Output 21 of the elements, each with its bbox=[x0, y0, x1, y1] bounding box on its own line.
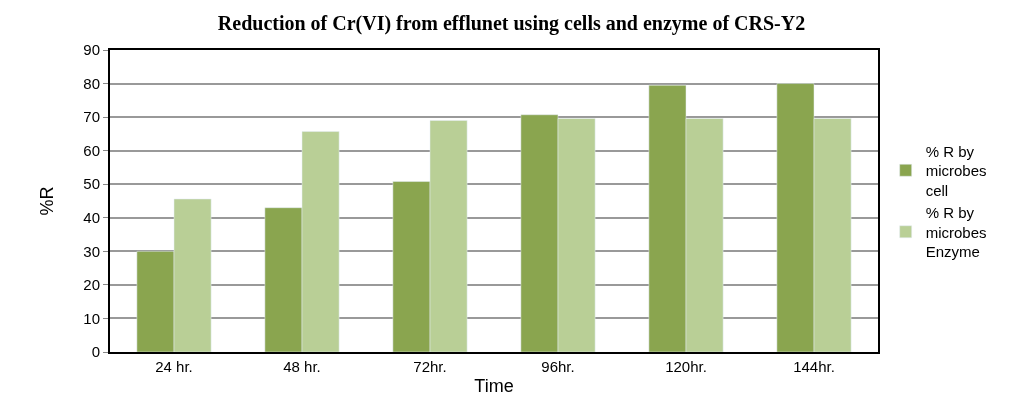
y-tick-label: 30 bbox=[83, 242, 100, 260]
y-axis-title: %R bbox=[37, 186, 58, 216]
y-tick-label: 0 bbox=[91, 343, 100, 361]
y-tick-label: 70 bbox=[83, 108, 100, 126]
y-tick-label: 60 bbox=[83, 141, 100, 159]
y-tick-label: 90 bbox=[83, 41, 100, 59]
y-tick-label: 40 bbox=[83, 209, 100, 227]
x-axis-title: Time bbox=[474, 375, 514, 396]
legend-label: % R by microbes cell bbox=[925, 142, 987, 199]
chart-title: Reduction of Cr(VI) from efflunet using cells and enzyme of CRS-Y2 bbox=[217, 12, 806, 36]
legend-label: % R by microbes Enzyme bbox=[925, 204, 987, 261]
y-tick-label: 80 bbox=[83, 74, 100, 92]
x-tick-label: 24 hr. bbox=[155, 358, 193, 375]
x-tick-label: 48 hr. bbox=[283, 358, 321, 375]
y-tick-label: 50 bbox=[83, 175, 100, 193]
x-tick-label: 72hr. bbox=[413, 358, 447, 375]
x-tick-label: 120hr. bbox=[665, 358, 707, 375]
y-tick-label: 10 bbox=[83, 309, 100, 327]
y-tick-label: 20 bbox=[83, 276, 100, 294]
x-tick-label: 144hr. bbox=[793, 358, 835, 375]
x-tick-label: 96hr. bbox=[541, 358, 575, 375]
